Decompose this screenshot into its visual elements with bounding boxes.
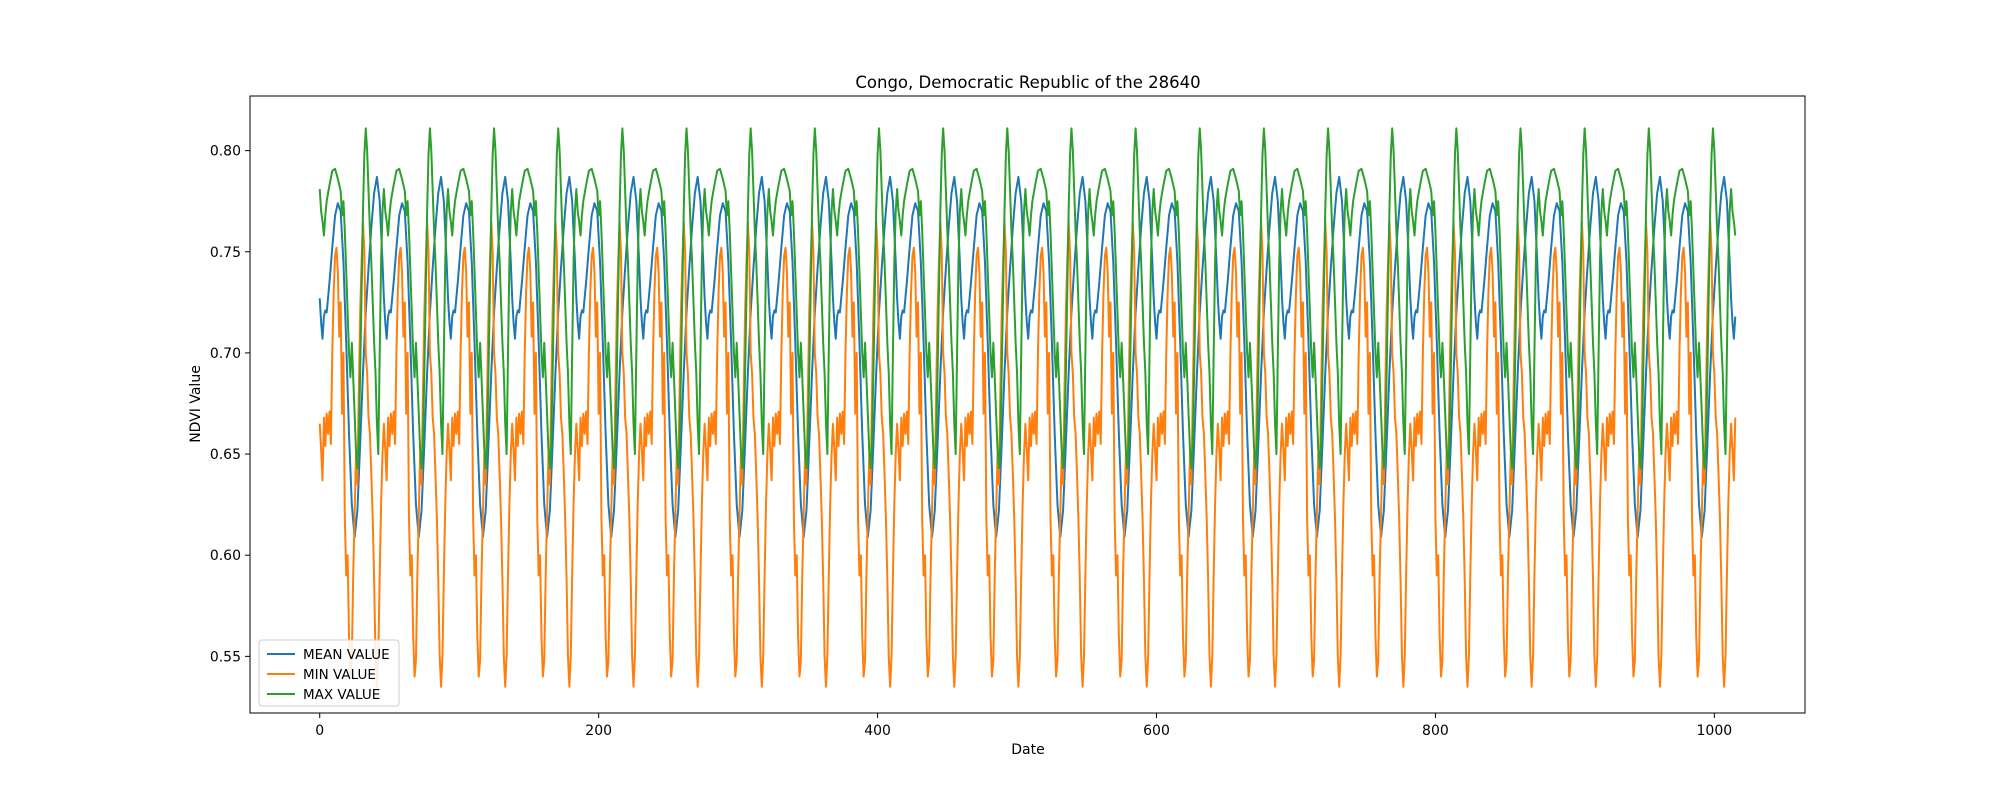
y-tick-label: 0.60	[210, 548, 241, 564]
y-tick-label: 0.70	[210, 346, 241, 362]
legend-box	[258, 639, 400, 707]
x-tick-label: 200	[585, 723, 612, 739]
plot-frame	[249, 95, 1806, 714]
series-line-max-value	[318, 127, 1737, 470]
x-tick-label: 600	[1143, 723, 1170, 739]
x-tick-label: 400	[864, 723, 891, 739]
legend-label: MIN VALUE	[303, 667, 376, 683]
chart-title: Congo, Democratic Republic of the 28640	[855, 73, 1200, 92]
x-axis-label: Date	[1011, 742, 1044, 758]
legend-label: MEAN VALUE	[303, 647, 390, 663]
y-tick-label: 0.75	[210, 245, 241, 261]
y-axis: 0.55 0.60 0.65 0.70 0.75 0.80	[210, 144, 250, 665]
legend: MEAN VALUE MIN VALUE MAX VALUE	[258, 639, 400, 707]
x-tick-label: 0	[315, 723, 324, 739]
x-tick-label: 1000	[1697, 723, 1733, 739]
legend-label: MAX VALUE	[303, 687, 380, 703]
x-axis: 0 200 400 600 800 1000	[315, 713, 1732, 739]
plot-area	[249, 95, 1806, 714]
series-layer	[318, 127, 1737, 688]
y-tick-label: 0.55	[210, 649, 241, 665]
series-line-min-value	[318, 220, 1737, 688]
y-tick-label: 0.65	[210, 447, 241, 463]
x-tick-label: 800	[1422, 723, 1449, 739]
y-tick-label: 0.80	[210, 144, 241, 160]
y-axis-label: NDVI Value	[188, 365, 204, 443]
series-line-mean-value	[318, 175, 1737, 538]
